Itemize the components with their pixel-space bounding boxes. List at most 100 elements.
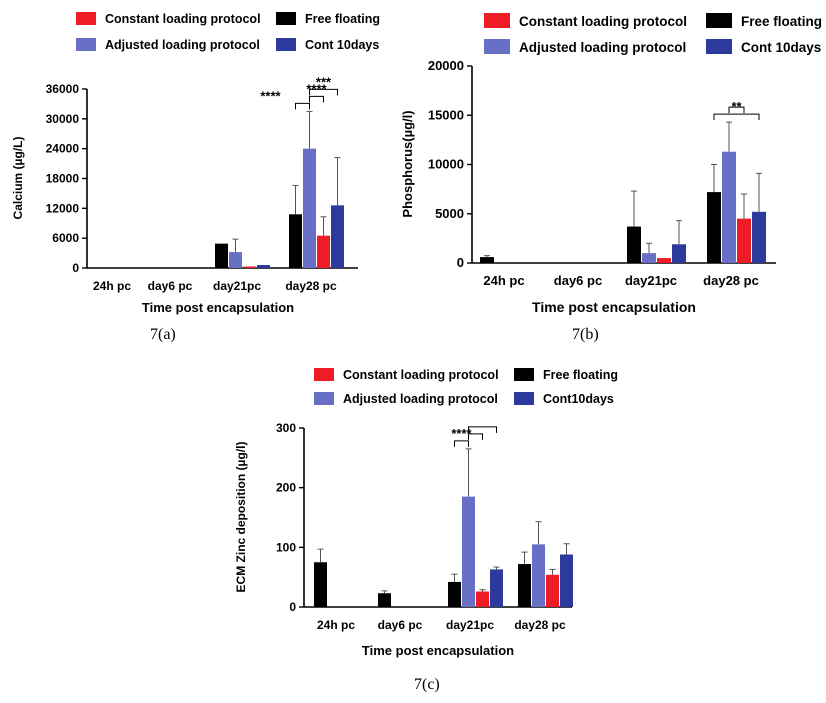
- y-tick-label: 0: [289, 600, 296, 614]
- y-tick-label: 200: [276, 481, 296, 495]
- x-tick-label: day28 pc: [514, 618, 566, 632]
- legend-label: Constant loading protocol: [343, 368, 499, 382]
- legend: Constant loading protocol Free floating Ad…: [314, 368, 618, 406]
- significance-bracket: [309, 95, 324, 103]
- legend-label: Free floating: [543, 368, 618, 382]
- legend: Constant loading protocol Free floating Ad…: [484, 13, 822, 55]
- x-tick-label: day6 pc: [148, 279, 193, 293]
- bar-free_floating: [480, 257, 494, 263]
- legend-label: Constant loading protocol: [519, 14, 687, 29]
- y-axis-label: ECM Zinc deposition (µg/l): [234, 442, 248, 593]
- bar-adjusted: [462, 496, 475, 607]
- x-tick-label: day6 pc: [378, 618, 423, 632]
- chart-panel-2: Constant loading protocol Free floating Ad…: [400, 13, 822, 315]
- bar-cont10: [257, 265, 270, 268]
- x-tick-label: day28 pc: [285, 279, 337, 293]
- bar-cont10: [672, 244, 686, 263]
- legend-label: Free floating: [305, 12, 380, 26]
- bar-constant: [657, 258, 671, 263]
- bar-adjusted: [303, 148, 316, 268]
- bar-constant: [737, 218, 751, 263]
- chart-panel-3: Constant loading protocol Free floating Ad…: [234, 368, 618, 658]
- bar-adjusted: [229, 252, 242, 268]
- legend-label: Cont 10days: [305, 38, 379, 52]
- legend-label: Adjusted loading protocol: [519, 40, 686, 55]
- bar-free_floating: [289, 214, 302, 268]
- y-tick-label: 0: [457, 255, 464, 270]
- y-tick-label: 12000: [46, 201, 80, 215]
- legend-swatch: [314, 368, 334, 381]
- significance-bracket: [454, 440, 469, 447]
- y-tick-label: 36000: [46, 82, 80, 96]
- y-tick-label: 30000: [46, 112, 80, 126]
- bar-adjusted: [642, 253, 656, 263]
- significance-bracket: [713, 113, 760, 121]
- bar-free_floating: [627, 226, 641, 263]
- significance-label: ****: [260, 88, 281, 103]
- significance-bracket: [728, 106, 745, 114]
- y-tick-label: 10000: [428, 157, 464, 172]
- legend-swatch: [514, 392, 534, 405]
- y-tick-label: 100: [276, 540, 296, 554]
- bar-cont10: [752, 211, 766, 263]
- y-tick-label: 15000: [428, 107, 464, 122]
- x-axis-label: Time post encapsulation: [362, 643, 514, 658]
- caption-7a: 7(a): [150, 326, 176, 343]
- y-tick-label: 18000: [46, 172, 80, 186]
- y-axis-label: Calcium (µg/L): [11, 137, 25, 220]
- legend-swatch: [76, 12, 96, 25]
- x-tick-label: 24h pc: [483, 273, 524, 288]
- y-tick-label: 5000: [435, 206, 464, 221]
- y-tick-label: 20000: [428, 58, 464, 73]
- legend-label: Cont 10days: [741, 40, 821, 55]
- x-axis-label: Time post encapsulation: [142, 300, 294, 315]
- bar-cont10: [560, 554, 573, 607]
- legend-swatch: [76, 38, 96, 51]
- legend-label: Adjusted loading protocol: [343, 392, 498, 406]
- bar-free_floating: [314, 562, 327, 607]
- legend-swatch: [706, 13, 732, 28]
- x-axis-label: Time post encapsulation: [532, 299, 696, 315]
- y-axis-label: Phosphorus(µg/l): [400, 110, 415, 217]
- caption-7c: 7(c): [414, 676, 440, 693]
- legend-label: Constant loading protocol: [105, 12, 261, 26]
- bar-constant: [546, 574, 559, 607]
- significance-bracket: [295, 102, 310, 110]
- bar-adjusted: [532, 544, 545, 607]
- legend-label: Adjusted loading protocol: [105, 38, 260, 52]
- x-tick-label: day21pc: [446, 618, 494, 632]
- bar-adjusted: [722, 151, 736, 263]
- legend-swatch: [314, 392, 334, 405]
- y-tick-label: 24000: [46, 142, 80, 156]
- x-tick-label: day21pc: [213, 279, 261, 293]
- y-tick-label: 6000: [52, 231, 79, 245]
- legend-label: Free floating: [741, 14, 822, 29]
- bar-free_floating: [448, 581, 461, 607]
- x-tick-label: day6 pc: [554, 273, 602, 288]
- bar-cont10: [490, 569, 503, 607]
- y-tick-label: 300: [276, 421, 296, 435]
- significance-bracket: [468, 433, 483, 440]
- legend-swatch: [276, 12, 296, 25]
- x-tick-label: day28 pc: [703, 273, 759, 288]
- legend-swatch: [484, 39, 510, 54]
- y-tick-label: 0: [72, 261, 79, 275]
- significance-bracket: [468, 426, 497, 433]
- significance-label: ***: [316, 74, 332, 89]
- x-tick-label: 24h pc: [93, 279, 131, 293]
- bar-cont10: [331, 205, 344, 268]
- legend-swatch: [484, 13, 510, 28]
- x-tick-label: day21pc: [625, 273, 677, 288]
- bar-free_floating: [707, 192, 721, 263]
- legend-swatch: [514, 368, 534, 381]
- significance-bracket: [309, 88, 338, 96]
- legend: Constant loading protocol Free floating Ad…: [76, 12, 380, 52]
- legend-swatch: [706, 39, 732, 54]
- bar-constant: [317, 235, 330, 268]
- bar-free_floating: [518, 564, 531, 607]
- bar-constant: [476, 591, 489, 607]
- legend-swatch: [276, 38, 296, 51]
- significance-label: ****: [451, 426, 472, 441]
- bar-constant: [243, 266, 256, 268]
